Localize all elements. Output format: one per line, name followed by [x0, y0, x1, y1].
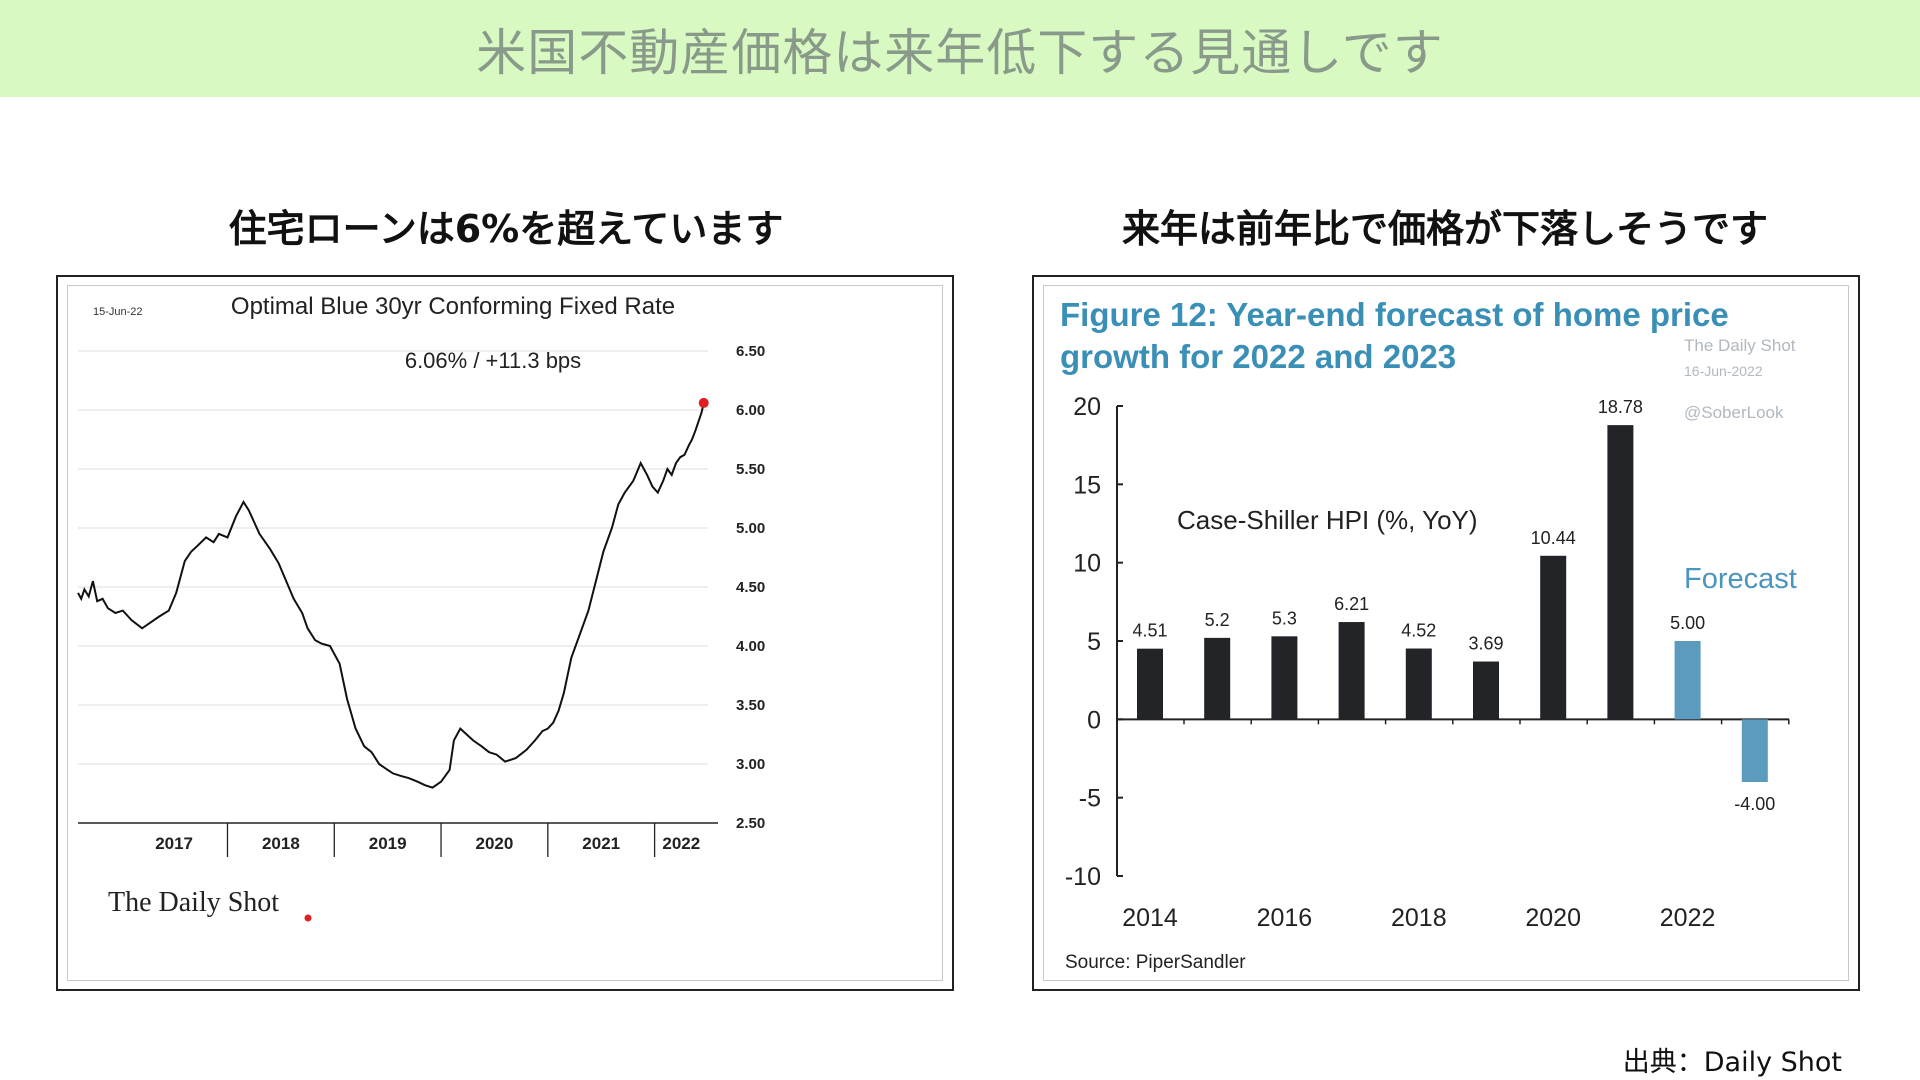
bar-value-label: 4.52 [1401, 621, 1436, 641]
y-tick-label: -5 [1079, 785, 1101, 813]
bar-value-label: 5.00 [1670, 613, 1705, 633]
x-axis-tick-labels: 2014 2016 2018 2020 2022 [1122, 904, 1715, 932]
y-tick-label: 2.50 [736, 815, 765, 832]
y-tick-label: 15 [1073, 471, 1101, 499]
chart-subtitle: 6.06% / +11.3 bps [405, 348, 581, 373]
x-tick-label: 2021 [582, 834, 620, 853]
bars [1137, 425, 1790, 782]
home-price-chart-panel: Figure 12: Year-end forecast of home pri… [1032, 275, 1860, 991]
y-tick-label: 0 [1087, 706, 1101, 734]
x-tick-label: 2016 [1257, 904, 1313, 932]
brand-logo-text: The Daily Shot [108, 887, 279, 918]
bar-value-label: 5.3 [1272, 608, 1297, 628]
bar-2015 [1204, 637, 1231, 720]
bar-value-label: 3.69 [1468, 634, 1503, 654]
x-tick-label: 2019 [369, 834, 407, 853]
bar-value-label: 18.78 [1598, 397, 1643, 417]
home-price-forecast-chart: Figure 12: Year-end forecast of home pri… [1060, 296, 1797, 973]
bar-2017 [1338, 622, 1365, 720]
watermark-handle: @SoberLook [1684, 403, 1784, 422]
bar-2021 [1607, 425, 1634, 720]
chart-date-label: 15-Jun-22 [93, 306, 143, 318]
x-tick-label: 2018 [1391, 904, 1447, 932]
bar-value-label: -4.00 [1734, 794, 1775, 814]
x-tick-label: 2018 [262, 834, 300, 853]
title-banner: 米国不動産価格は来年低下する見通しです [0, 0, 1920, 97]
y-tick-label: 6.50 [736, 343, 765, 360]
y-tick-label: 5.00 [736, 520, 765, 537]
x-tick-label: 2014 [1122, 904, 1178, 932]
chart-source-note: Source: PiperSandler [1065, 952, 1246, 973]
home-price-chart-frame: Figure 12: Year-end forecast of home pri… [1043, 285, 1849, 981]
y-tick-label: 4.50 [736, 579, 765, 596]
y-tick-label: 5 [1087, 628, 1101, 656]
y-axis-tick-labels: 6.50 6.00 5.50 5.00 4.50 4.00 3.50 3.00 2.50 [736, 343, 765, 832]
figure-title-line-2: growth for 2022 and 2023 [1060, 338, 1456, 375]
bar-2019 [1473, 661, 1499, 720]
bar-value-label: 4.51 [1132, 621, 1167, 641]
watermark-source: The Daily Shot [1684, 336, 1796, 355]
gridlines [78, 350, 708, 824]
y-tick-label: 20 [1073, 393, 1101, 421]
bar-value-label: 5.2 [1205, 610, 1230, 630]
y-tick-label: 4.00 [736, 638, 765, 655]
mortgage-rate-chart-panel: 15-Jun-22 Optimal Blue 30yr Conforming F… [56, 275, 954, 991]
forecast-annotation: Forecast [1684, 563, 1797, 595]
x-tick-label: 2020 [1525, 904, 1581, 932]
x-tick-label: 2022 [662, 834, 700, 853]
mortgage-rate-chart-frame: 15-Jun-22 Optimal Blue 30yr Conforming F… [67, 285, 943, 981]
x-tick-label: 2022 [1660, 904, 1716, 932]
rate-series-line [77, 402, 705, 789]
bar-2018 [1405, 648, 1432, 720]
y-tick-label: 10 [1073, 550, 1101, 578]
x-tick-label: 2020 [476, 834, 514, 853]
bar-value-labels: 4.51 5.2 5.3 6.21 4.52 3.69 10.44 18.78 5.00 -4.0… [1132, 397, 1775, 814]
inner-chart-label: Case-Shiller HPI (%, YoY) [1177, 505, 1478, 535]
y-tick-label: 5.50 [736, 461, 765, 478]
y-tick-label: 3.50 [736, 697, 765, 714]
x-axis: 2017 2018 2019 2020 2021 2022 [78, 822, 718, 857]
y-tick-label: 3.00 [736, 756, 765, 773]
bar-2016 [1271, 636, 1298, 720]
x-tick-label: 2017 [155, 834, 193, 853]
bar-2020 [1540, 555, 1567, 720]
brand-logo-dot [304, 914, 312, 922]
bar-2014 [1137, 648, 1163, 720]
figure-title-line-1: Figure 12: Year-end forecast of home pri… [1060, 296, 1729, 333]
bar-value-label: 10.44 [1531, 528, 1576, 548]
y-tick-label: -10 [1065, 863, 1101, 891]
page-title: 米国不動産価格は来年低下する見通しです [476, 23, 1444, 82]
watermark-date: 16-Jun-2022 [1684, 363, 1763, 379]
left-chart-heading: 住宅ローンは6%を超えています [228, 207, 784, 251]
mortgage-rate-chart: 15-Jun-22 Optimal Blue 30yr Conforming F… [77, 293, 765, 922]
y-axis: 20 15 10 5 0 -5 -10 [1065, 393, 1789, 891]
bar-2023 [1741, 719, 1768, 782]
bar-2022 [1674, 641, 1701, 720]
right-chart-heading: 来年は前年比で価格が下落しそうです [1121, 207, 1768, 251]
y-tick-label: 6.00 [736, 402, 765, 419]
chart-title: Optimal Blue 30yr Conforming Fixed Rate [231, 293, 675, 320]
latest-value-marker [698, 397, 709, 408]
bar-value-label: 6.21 [1334, 594, 1369, 614]
source-credit: 出典：Daily Shot [1622, 1047, 1842, 1078]
